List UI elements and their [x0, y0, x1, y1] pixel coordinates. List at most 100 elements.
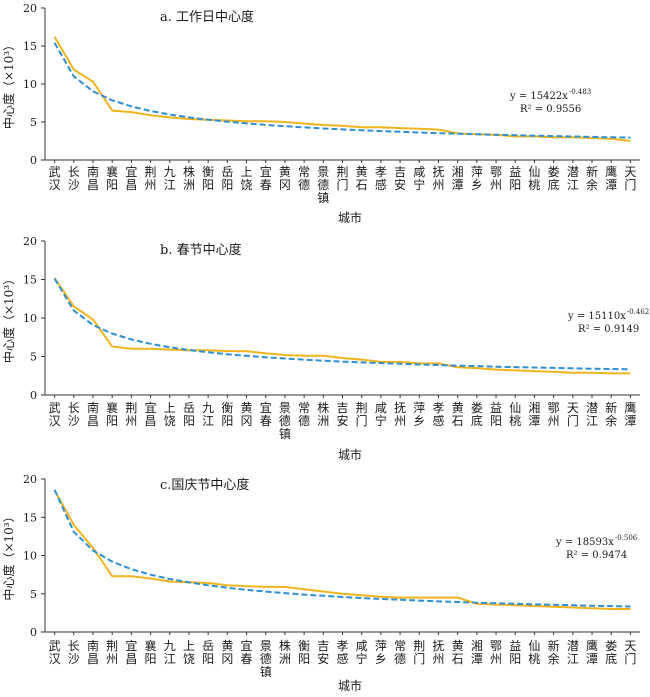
x-tick-char: 桃 [528, 651, 540, 666]
observed-point [495, 368, 497, 370]
fitted-point [188, 116, 190, 118]
fitted-point [456, 133, 458, 135]
regression-exponent: -0.506 [615, 534, 638, 542]
fitted-point [437, 600, 439, 602]
x-tick-label: 新余 [548, 638, 560, 666]
y-tick-label: 10 [23, 78, 37, 91]
x-tick-char: 常 [394, 639, 406, 653]
fitted-point [456, 601, 458, 603]
x-tick-char: 江 [567, 178, 579, 192]
x-tick-label: 武汉 [49, 401, 61, 428]
fitted-point [169, 346, 171, 348]
regression-equation: y = 15422x [509, 91, 568, 102]
x-tick-label: 武汉 [49, 639, 61, 666]
x-tick-label: 黄冈 [279, 165, 291, 192]
x-tick-label: 新余 [605, 400, 617, 428]
fitted-point [476, 602, 478, 604]
x-tick-char: 洲 [279, 652, 291, 666]
fitted-point [322, 595, 324, 597]
fitted-point [610, 605, 612, 607]
fitted-point [341, 128, 343, 130]
x-tick-char: 汉 [49, 178, 61, 192]
x-tick-char: 昌 [145, 414, 157, 428]
fitted-point [73, 75, 75, 77]
x-tick-char: 州 [490, 178, 502, 192]
x-tick-char: 桃 [509, 413, 521, 428]
x-tick-label: 湘潭 [471, 638, 483, 666]
y-tick-label: 20 [23, 2, 37, 15]
x-tick-char: 南 [87, 638, 99, 653]
x-tick-label: 湘潭 [528, 400, 540, 428]
observed-point [265, 586, 267, 588]
x-tick-label: 娄底 [605, 638, 617, 666]
x-tick-char: 阳 [202, 178, 214, 192]
fitted-point [456, 364, 458, 366]
x-tick-char: 江 [202, 414, 214, 428]
x-tick-char: 衡 [221, 401, 233, 415]
x-tick-char: 九 [202, 401, 214, 415]
x-tick-label: 吉安 [394, 165, 406, 192]
x-tick-char: 阳 [202, 652, 214, 666]
fitted-point [111, 99, 113, 101]
x-tick-char: 潜 [567, 165, 579, 179]
x-tick-label: 荆门 [336, 165, 348, 192]
x-tick-label: 九江 [164, 165, 176, 192]
fitted-point [284, 592, 286, 594]
x-tick-char: 底 [471, 413, 483, 428]
x-tick-char: 新 [605, 400, 617, 415]
fitted-point [437, 132, 439, 134]
fitted-point [514, 366, 516, 368]
x-tick-char: 饶 [241, 178, 253, 192]
fitted-point [418, 599, 420, 601]
x-tick-label: 宜春 [260, 400, 272, 428]
x-tick-char: 安 [394, 177, 406, 192]
observed-point [53, 36, 55, 38]
x-tick-char: 乡 [375, 652, 387, 666]
x-tick-char: 德 [298, 413, 310, 428]
x-tick-char: 汉 [49, 414, 61, 428]
observed-point [265, 120, 267, 122]
x-tick-label: 常德 [298, 401, 310, 428]
x-tick-char: 阳 [221, 414, 233, 428]
x-tick-char: 宜 [260, 400, 272, 415]
fitted-point [418, 131, 420, 133]
x-tick-label: 荆州 [145, 165, 157, 192]
fitted-point [495, 134, 497, 136]
x-tick-label: 萍乡 [375, 639, 387, 666]
x-tick-char: 阳 [298, 652, 310, 666]
fitted-trend-line [53, 278, 631, 371]
x-tick-label: 荆门 [413, 639, 425, 666]
fitted-point [360, 361, 362, 363]
x-tick-char: 衡 [202, 165, 214, 179]
x-tick-char: 株 [317, 400, 329, 415]
observed-point [360, 126, 362, 128]
x-tick-char: 沙 [68, 414, 80, 428]
x-tick-char: 鹰 [586, 638, 598, 653]
observed-point [111, 345, 113, 347]
x-tick-char: 阳 [509, 178, 521, 192]
x-tick-char: 娄 [471, 400, 483, 415]
x-tick-label: 景德镇 [279, 401, 291, 441]
x-tick-char: 洲 [317, 414, 329, 428]
x-tick-label: 天门 [567, 401, 579, 428]
x-tick-char: 余 [548, 651, 560, 666]
fitted-point [380, 130, 382, 132]
observed-point [111, 109, 113, 111]
x-tick-char: 石 [356, 178, 368, 192]
fitted-point [322, 127, 324, 129]
x-tick-label: 新余 [586, 164, 598, 192]
x-tick-char: 吉 [317, 639, 329, 653]
x-tick-label: 孝感 [432, 401, 444, 428]
x-tick-label: 鹰潭 [624, 400, 636, 428]
x-tick-label: 潜江 [567, 639, 579, 666]
x-tick-char: 武 [49, 639, 61, 653]
r-squared-label: R² = 0.9474 [566, 550, 627, 561]
observed-point [322, 590, 324, 592]
observed-point [380, 596, 382, 598]
x-tick-char: 吉 [336, 401, 348, 415]
fitted-point [169, 113, 171, 115]
fitted-point [380, 598, 382, 600]
regression-equation: y = 18593x [555, 537, 614, 548]
x-tick-char: 株 [183, 164, 195, 179]
x-tick-label: 九江 [202, 401, 214, 428]
